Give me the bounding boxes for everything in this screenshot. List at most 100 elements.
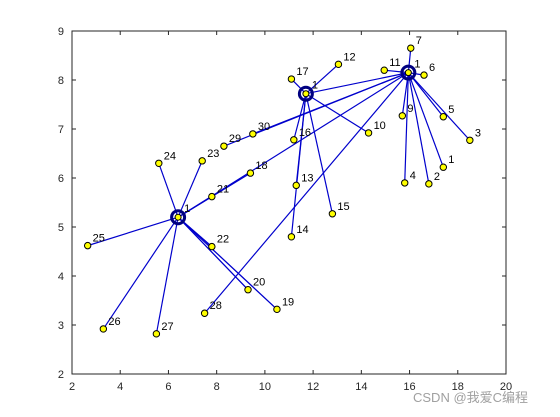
hub-point [404, 69, 412, 77]
x-tick-label: 10 [259, 381, 271, 393]
node-label: 12 [343, 51, 355, 63]
node-point [466, 136, 474, 144]
node-point [244, 286, 252, 294]
node-label: 10 [374, 120, 386, 132]
node-point [287, 75, 296, 83]
hub-ring [400, 64, 417, 81]
node-point [198, 157, 206, 165]
x-tick-label: 4 [117, 381, 123, 393]
hub-label: 1 [184, 203, 190, 215]
edge [102, 216, 179, 330]
node-label: 24 [164, 150, 176, 162]
node-label: 2 [434, 171, 440, 183]
node-label: 9 [407, 103, 413, 115]
node-point [420, 71, 428, 79]
edge [158, 163, 179, 218]
node-point [273, 305, 281, 314]
x-tick-label: 18 [452, 381, 464, 393]
x-tick-label: 20 [500, 381, 512, 393]
edge-double [179, 218, 250, 292]
node-label: 6 [429, 62, 435, 74]
node-label: 11 [389, 57, 400, 69]
y-tick-label: 6 [58, 173, 64, 185]
node-label: 26 [108, 316, 120, 328]
node-point [83, 241, 92, 250]
node-label: 14 [296, 224, 308, 236]
node-label: 15 [337, 201, 349, 213]
edge [177, 160, 203, 218]
nodes-layer [83, 44, 474, 338]
node-point [246, 169, 255, 177]
edge [407, 72, 430, 184]
node-point [439, 113, 448, 121]
node-label: 23 [207, 148, 219, 160]
node-label: 17 [296, 66, 308, 78]
node-point [152, 330, 161, 338]
node-label: 28 [210, 300, 222, 312]
node-point [200, 309, 209, 317]
node-label: 5 [448, 104, 454, 116]
node-point [208, 192, 216, 201]
edge [407, 72, 444, 118]
node-label: 3 [475, 127, 481, 139]
node-point [249, 130, 257, 138]
y-tick-label: 2 [58, 369, 64, 381]
node-point [398, 112, 407, 120]
node-point [401, 179, 409, 187]
x-tick-label: 2 [69, 381, 75, 393]
y-tick-label: 5 [58, 222, 64, 234]
x-tick-label: 14 [355, 381, 367, 393]
hub-link-edge [305, 72, 409, 95]
edge [290, 93, 307, 237]
node-label: 7 [416, 35, 422, 47]
edge [407, 72, 471, 141]
edge [404, 72, 409, 183]
node-label: 20 [253, 277, 265, 289]
node-label: 30 [258, 121, 270, 133]
edge-double [179, 218, 279, 311]
node-label: 13 [301, 172, 313, 184]
axes-box [71, 30, 507, 375]
node-point [334, 60, 343, 69]
hub-label: 1 [414, 59, 420, 71]
node-label: 22 [217, 234, 229, 246]
node-label: 4 [410, 170, 416, 182]
x-tick-label: 8 [214, 381, 220, 393]
edge [407, 72, 444, 168]
y-tick-label: 8 [58, 75, 64, 87]
edge [305, 93, 369, 134]
node-label: 16 [299, 127, 311, 139]
labels-layer: 2134567911101217161315143029232418212225… [93, 35, 481, 333]
watermark-text: CSDN @我爱C编程 [413, 390, 528, 405]
node-label: 21 [217, 184, 229, 196]
node-point [290, 136, 298, 144]
node-label: 27 [161, 321, 173, 333]
hub-point [174, 213, 182, 221]
edge [384, 69, 409, 74]
edge [155, 217, 179, 334]
node-label: 1 [448, 154, 454, 166]
node-label: 29 [229, 133, 241, 145]
x-tick-label: 6 [165, 381, 171, 393]
node-point [292, 181, 300, 190]
node-label: 18 [255, 160, 267, 172]
hub-ring [297, 85, 314, 102]
node-point [407, 44, 415, 52]
edge [407, 48, 412, 73]
node-point [155, 159, 163, 168]
hub-ring [170, 209, 187, 226]
node-point [287, 233, 296, 241]
y-tick-label: 9 [58, 26, 64, 38]
node-label: 19 [282, 296, 294, 308]
node-point [220, 142, 228, 150]
node-point [99, 325, 108, 333]
hub-point [302, 90, 310, 98]
x-tick-label: 16 [403, 381, 415, 393]
y-tick-label: 4 [58, 271, 64, 283]
node-point [208, 242, 216, 251]
y-tick-label: 3 [58, 320, 64, 332]
node-point [425, 180, 433, 188]
x-tick-label: 12 [307, 381, 319, 393]
